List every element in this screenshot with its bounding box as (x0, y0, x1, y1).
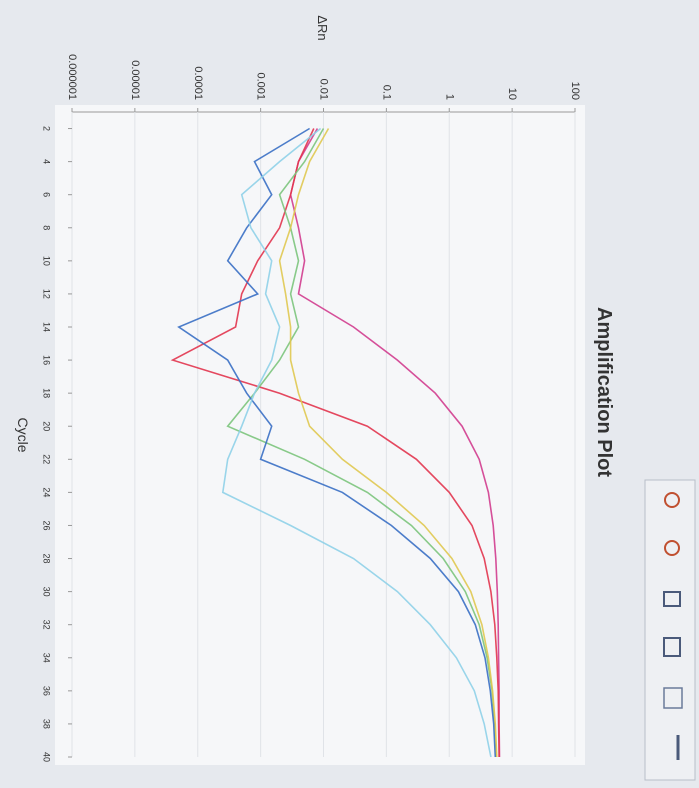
x-tick-label: 32 (42, 620, 52, 630)
x-tick-label: 24 (42, 487, 52, 497)
x-tick-label: 16 (42, 355, 52, 365)
toolbar (645, 480, 695, 780)
x-tick-label: 26 (42, 520, 52, 530)
x-tick-label: 8 (42, 225, 52, 230)
y-tick-label: 0.000001 (66, 54, 78, 100)
x-tick-label: 38 (42, 719, 52, 729)
x-tick-label: 20 (42, 421, 52, 431)
x-tick-label: 28 (42, 554, 52, 564)
x-tick-label: 14 (42, 322, 52, 332)
y-tick-label: 100 (569, 82, 581, 100)
x-tick-label: 34 (42, 653, 52, 663)
y-tick-label: 0.00001 (129, 60, 141, 100)
x-tick-label: 36 (42, 686, 52, 696)
x-axis-label: Cycle (15, 417, 31, 452)
x-tick-label: 22 (42, 454, 52, 464)
y-axis-label: ΔRn (315, 15, 330, 40)
x-tick-label: 10 (42, 256, 52, 266)
y-tick-label: 0.0001 (192, 66, 204, 100)
y-tick-label: 0.001 (255, 72, 267, 100)
y-tick-label: 0.1 (380, 85, 392, 100)
x-tick-label: 4 (42, 159, 52, 164)
y-tick-label: 1 (443, 94, 455, 100)
y-tick-label: 10 (506, 88, 518, 100)
y-tick-label: 0.01 (318, 79, 330, 100)
x-tick-label: 2 (42, 126, 52, 131)
x-tick-label: 18 (42, 388, 52, 398)
x-tick-label: 30 (42, 587, 52, 597)
chart: ΔRn Cycle Amplification Plot 0.000001 0.0… (0, 0, 699, 788)
page: {"chart_data": {"type": "line", "title":… (0, 0, 699, 788)
x-tick-label: 12 (42, 289, 52, 299)
chart-title: Amplification Plot (593, 307, 615, 477)
x-tick-label: 40 (42, 752, 52, 762)
x-tick-label: 6 (42, 192, 52, 197)
